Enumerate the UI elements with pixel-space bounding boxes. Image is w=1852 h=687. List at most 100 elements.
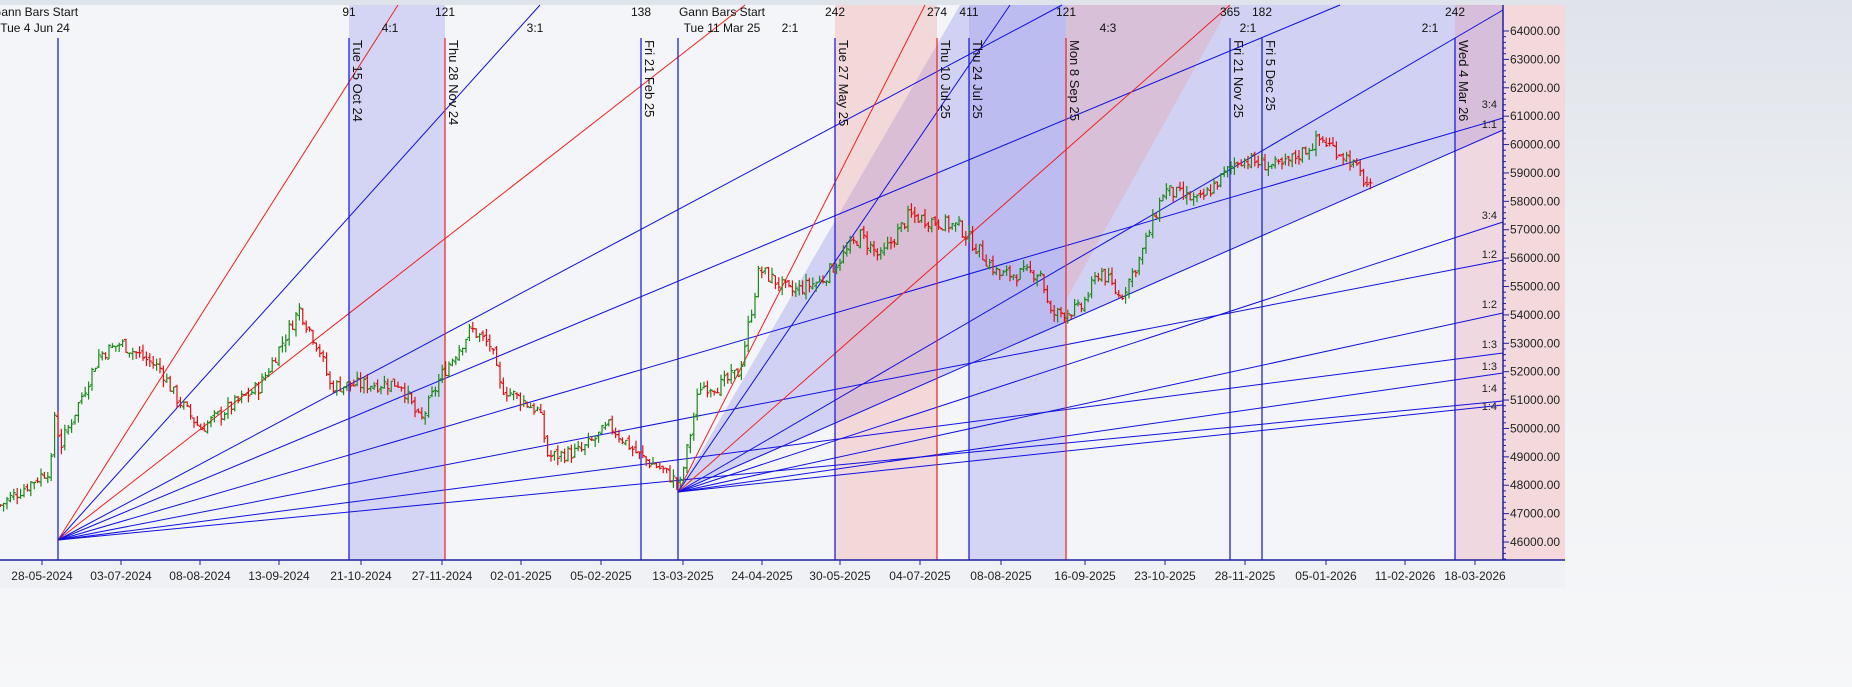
price-bar [1086,291,1091,303]
price-bar [929,217,934,233]
vertical-line-date-label: Thu 28 Nov 24 [446,40,461,125]
price-bar [987,258,992,270]
price-bar [491,348,496,355]
price-bar [756,265,761,298]
price-bar [844,241,849,257]
price-bar [1065,309,1070,324]
price-bar [375,379,380,393]
price-bar [535,406,540,412]
price-bar [307,326,312,332]
price-bar [820,275,825,284]
axis-shade [1503,5,1565,560]
price-bar [8,491,13,503]
price-bar [1249,152,1254,169]
price-bar [623,439,628,446]
price-bar [616,429,621,443]
gann-fan-line [677,129,1504,493]
price-bar [1198,189,1203,199]
price-bar [705,380,710,398]
fan-ratio-label: 1:3 [1482,339,1497,351]
price-bar [878,247,883,260]
x-tick-label: 23-10-2025 [1134,569,1196,583]
price-bar [426,395,431,418]
price-bar [1364,176,1369,187]
price-bar [960,220,965,238]
gann-fan-line [677,4,926,493]
price-bar [1205,187,1210,196]
price-bar [440,364,445,383]
x-tick-label: 13-03-2025 [652,569,714,583]
price-bar [946,215,951,233]
price-bar [273,357,278,364]
price-bar [576,440,581,452]
x-tick-label: 05-01-2026 [1295,569,1357,583]
price-bar [1164,183,1169,200]
price-bar [93,367,98,372]
region-shade [349,5,445,560]
price-bar [1208,184,1213,197]
price-bar [688,433,693,454]
y-tick-label: 60000.00 [1510,138,1560,152]
price-bar [973,243,978,254]
price-bar [766,266,771,282]
price-bar [735,368,740,377]
vertical-line-date-label: Tue 27 May 25 [836,40,851,126]
price-bar [501,377,506,395]
price-bar [640,445,645,459]
price-bar [729,363,734,384]
gann-fan-line [677,404,1504,493]
y-axis: 46000.00 47000.00 48000.00 49000.00 50000.00… [1502,5,1560,560]
region-shade [969,5,1066,560]
x-tick-label: 11-02-2026 [1375,569,1436,583]
gann-start-title: Gann Bars Start [0,5,79,19]
price-bar [970,226,975,251]
price-bar [817,275,822,283]
y-tick-label: 46000.00 [1510,535,1560,549]
price-bar [113,345,118,352]
price-bar [565,446,570,462]
price-bar [1279,157,1284,170]
price-bar [484,328,489,347]
price-bar [11,488,16,501]
x-tick-label: 28-11-2025 [1215,569,1276,583]
price-bar [487,334,492,352]
price-bar [1276,159,1281,165]
price-bar [474,328,479,338]
price-bar [1075,299,1080,307]
price-bar [1069,314,1074,320]
gann-start-date: Tue 4 Jun 24 [0,21,70,35]
fan-ratio-label: 1:4 [1482,383,1497,395]
price-bar [1038,270,1043,277]
price-bar [283,334,288,353]
price-bar [664,467,669,474]
price-bar [1035,274,1040,287]
price-bar [888,236,893,250]
price-bar [409,392,414,405]
price-bar [627,435,632,450]
price-bar [185,401,190,407]
price-bar [916,213,921,223]
price-bar [1252,151,1257,167]
price-bar [276,346,281,367]
price-bar [783,279,788,289]
x-tick-label: 04-07-2025 [889,569,951,583]
price-bar [837,258,842,271]
price-bar [1079,302,1084,313]
price-bar [521,395,526,408]
price-bar [52,412,57,458]
price-bar [630,445,635,457]
price-bar [310,329,315,345]
price-bar [827,263,832,284]
price-bar [83,386,88,398]
fan-shade [678,5,1503,492]
y-tick-label: 53000.00 [1510,336,1560,350]
price-bar [514,392,519,400]
x-tick-label: 03-07-2024 [90,569,152,583]
price-bar [1099,267,1104,282]
price-bar [1228,161,1233,175]
bar-count-label: 138 [631,5,651,19]
price-bar [433,386,438,397]
price-bar [1283,153,1288,166]
